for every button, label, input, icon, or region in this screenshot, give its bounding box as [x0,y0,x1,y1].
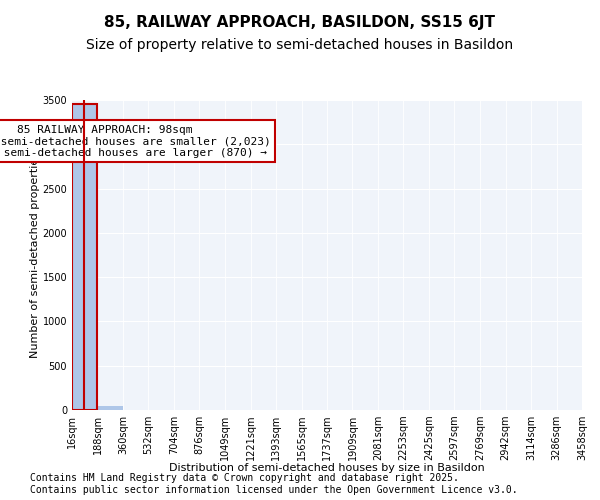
Y-axis label: Number of semi-detached properties: Number of semi-detached properties [29,152,40,358]
Bar [72,104,97,410]
X-axis label: Distribution of semi-detached houses by size in Basildon: Distribution of semi-detached houses by … [169,464,485,473]
Bar [97,406,123,410]
Text: Size of property relative to semi-detached houses in Basildon: Size of property relative to semi-detach… [86,38,514,52]
Text: 85 RAILWAY APPROACH: 98sqm
← 70% of semi-detached houses are smaller (2,023)
  3: 85 RAILWAY APPROACH: 98sqm ← 70% of semi… [0,125,270,158]
Text: 85, RAILWAY APPROACH, BASILDON, SS15 6JT: 85, RAILWAY APPROACH, BASILDON, SS15 6JT [104,15,496,30]
Text: Contains HM Land Registry data © Crown copyright and database right 2025.
Contai: Contains HM Land Registry data © Crown c… [30,474,518,495]
Bar [72,104,97,410]
